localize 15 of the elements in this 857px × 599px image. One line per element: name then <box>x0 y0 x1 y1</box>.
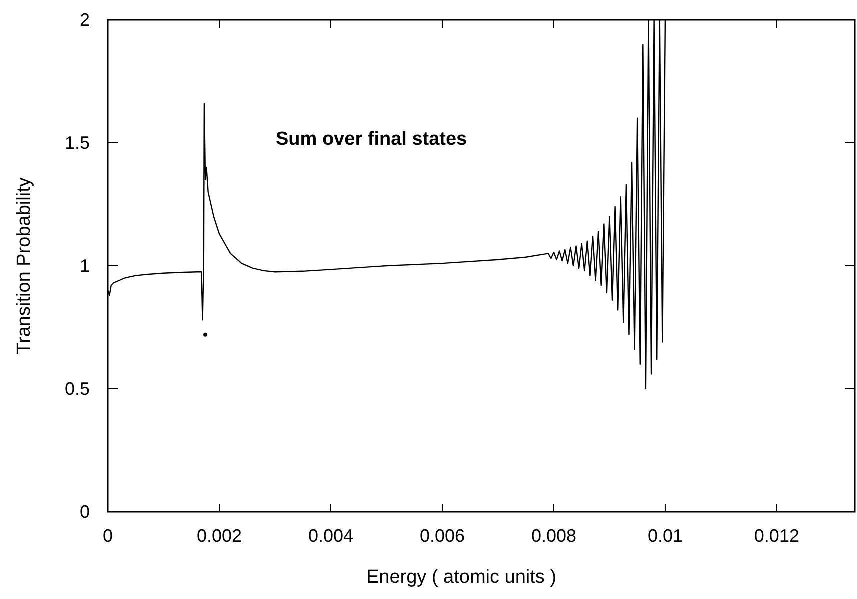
x-tick-label: 0.012 <box>754 526 800 546</box>
annotation: Sum over final states <box>276 129 468 150</box>
x-tick-label: 0.01 <box>648 526 683 546</box>
x-tick-label: 0.002 <box>196 526 242 546</box>
y-axis-title: Transition Probability <box>14 177 35 354</box>
y-tick-label: 0.5 <box>64 379 90 399</box>
x-tick-label: 0.004 <box>308 526 354 546</box>
x-tick-label: 0.006 <box>420 526 465 546</box>
y-tick-label: 1.5 <box>64 133 90 153</box>
y-tick-label: 1 <box>80 256 90 276</box>
y-tick-label: 0 <box>80 502 90 522</box>
x-axis-title: Energy ( atomic units ) <box>366 567 557 588</box>
x-tick-label: 0 <box>102 526 114 546</box>
x-tick-label: 0.008 <box>531 526 576 546</box>
y-tick-label: 2 <box>80 10 90 30</box>
